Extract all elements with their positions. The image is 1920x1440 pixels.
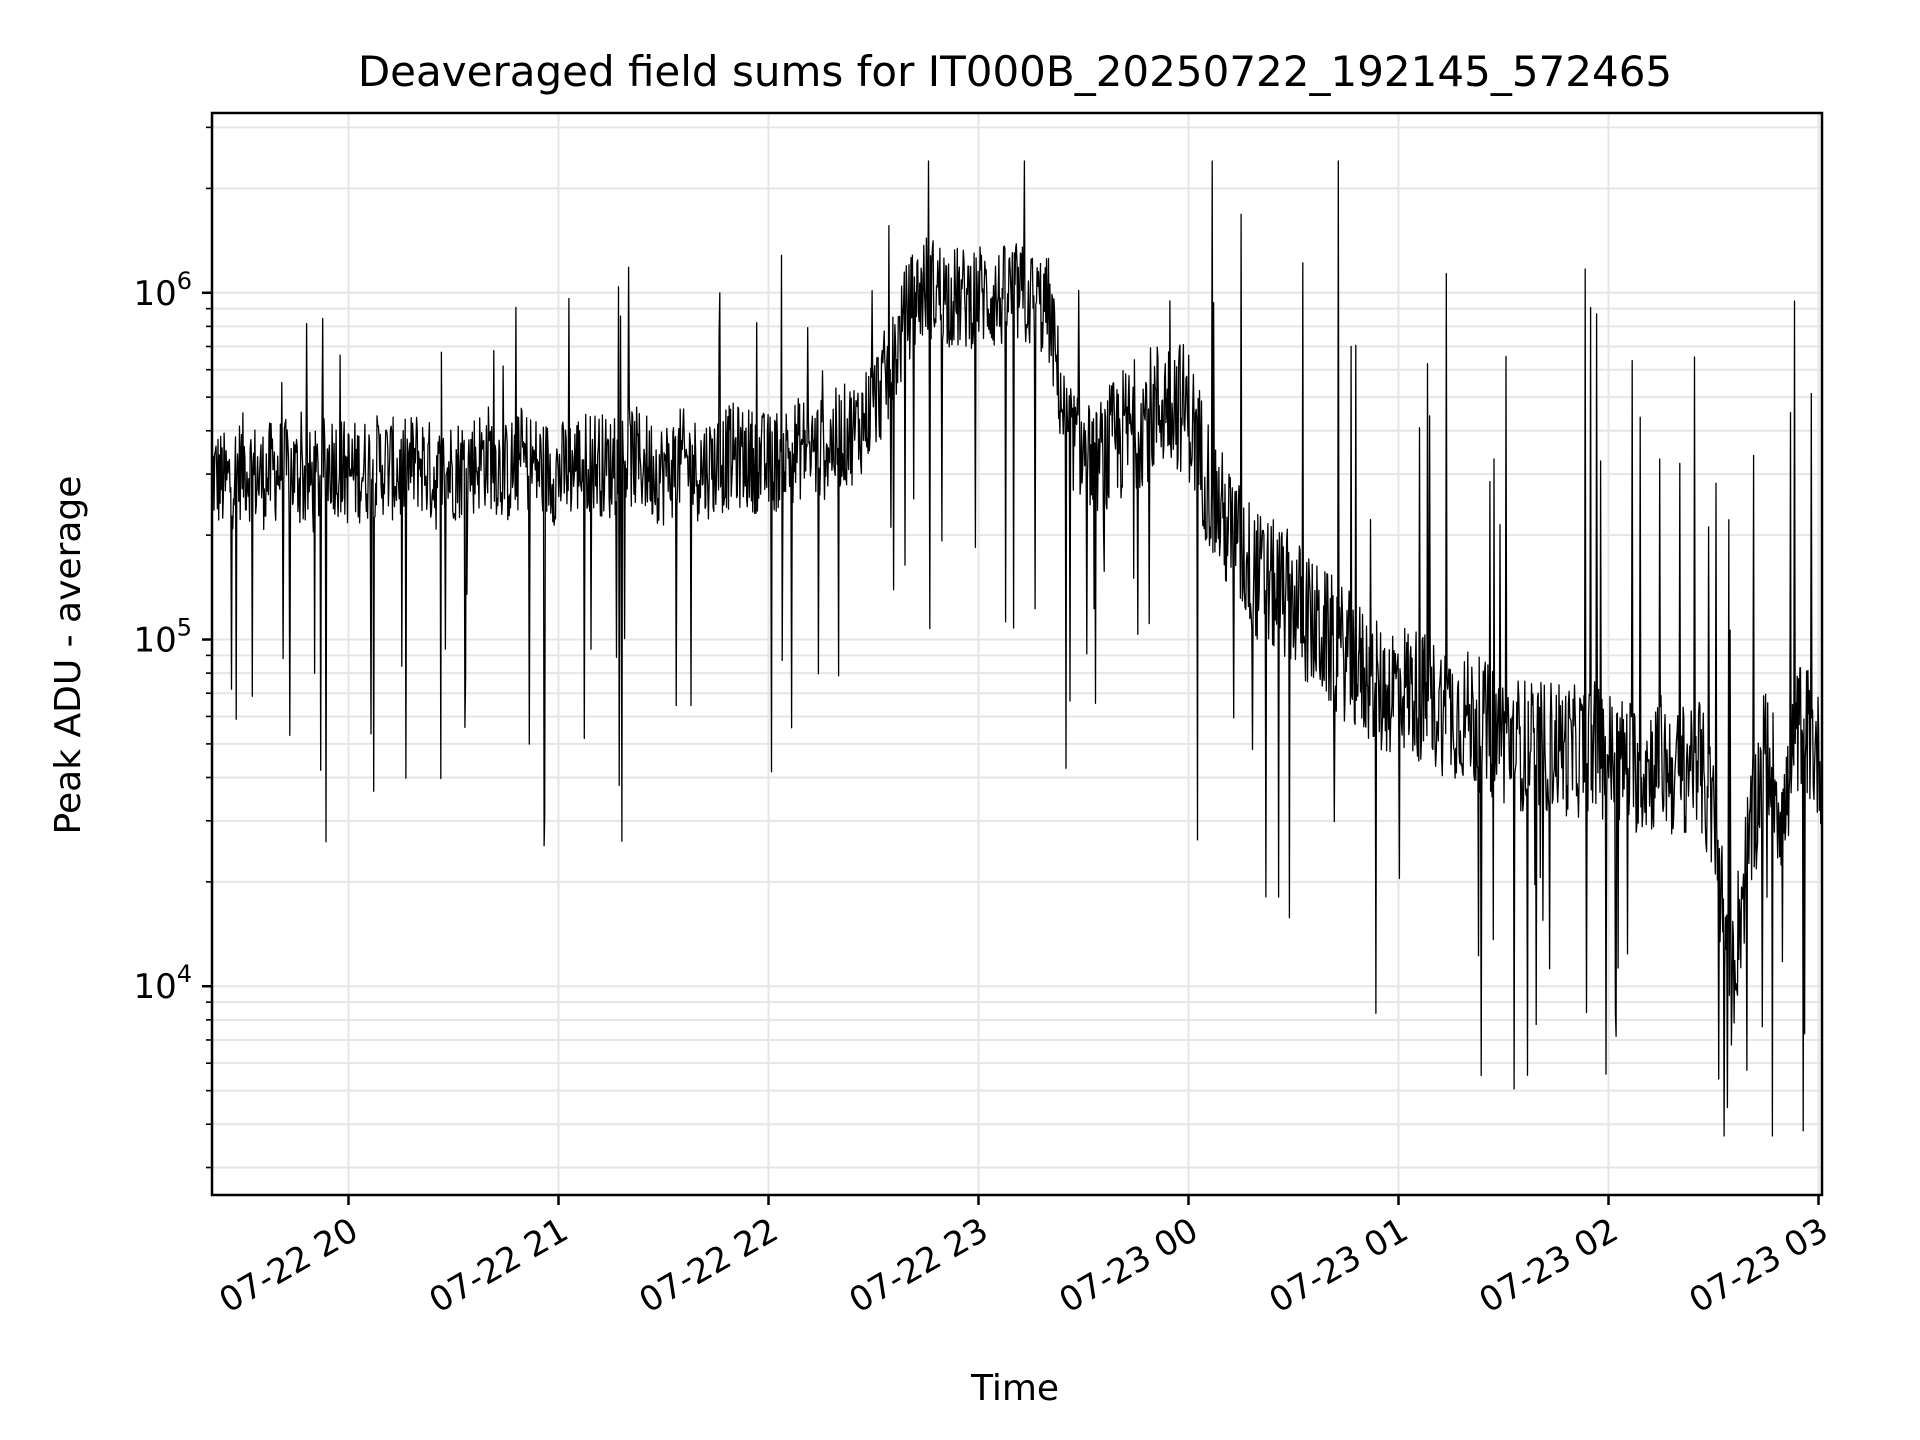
y-tick-exponent: 4 xyxy=(177,960,192,988)
y-tick-label: 106 xyxy=(133,267,192,314)
y-tick-exponent: 5 xyxy=(177,614,192,642)
chart-title: Deaveraged field sums for IT000B_2025072… xyxy=(358,47,1672,96)
y-tick-base: 10 xyxy=(133,967,176,1007)
series-group xyxy=(211,160,1823,1137)
series-line xyxy=(211,160,1823,1137)
y-tick-exponent: 6 xyxy=(177,267,192,295)
plot-frame xyxy=(210,111,1824,1197)
y-tick-label: 105 xyxy=(133,614,192,661)
y-tick-base: 10 xyxy=(133,621,176,661)
x-axis-label: Time xyxy=(970,1368,1059,1409)
y-tick-base: 10 xyxy=(133,274,176,314)
y-tick-label: 104 xyxy=(133,960,192,1007)
y-axis-label: Peak ADU - average xyxy=(48,476,89,835)
